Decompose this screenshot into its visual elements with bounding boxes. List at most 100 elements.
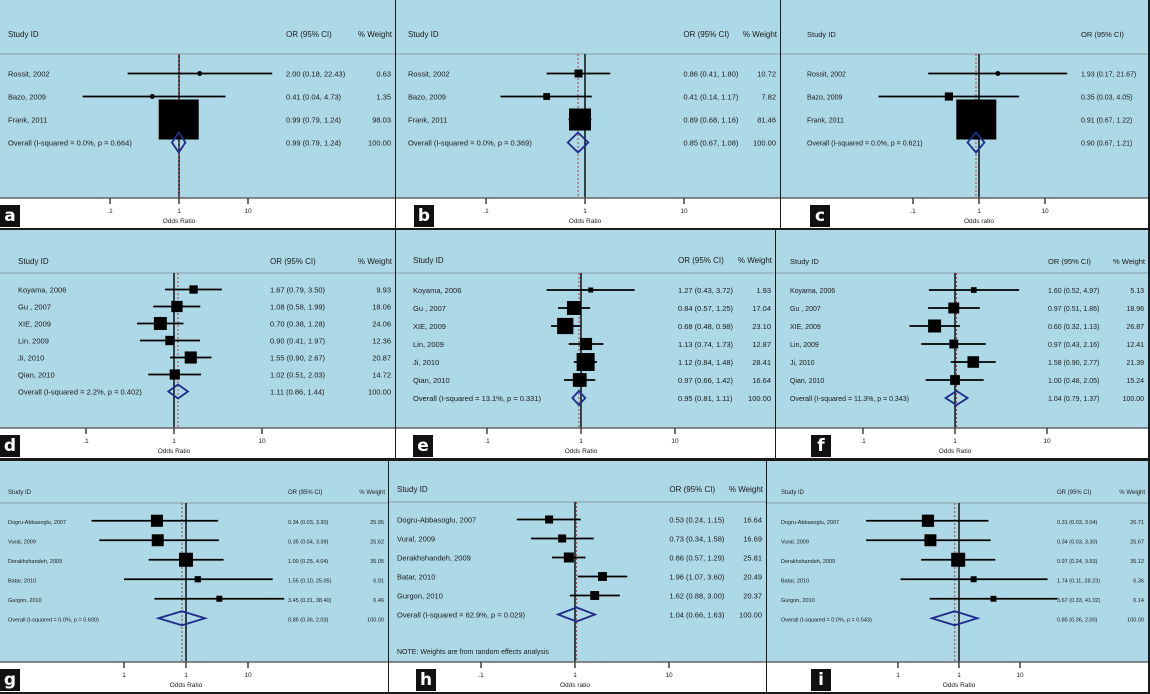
study-name: Bazo, 2009 [807, 95, 843, 102]
x-axis-label: Odds Ratio [163, 218, 196, 225]
x-tick-label: 10 [244, 672, 252, 679]
overall-row: Overall (I-squared = 2.2%, p = 0.402) 1.1… [18, 383, 391, 400]
column-header-study: Study ID [397, 485, 428, 494]
column-header-or: OR (95% CI) [288, 490, 322, 496]
study-row: Gu , 2007 1.08 (0.58, 1.99) 18.06 [18, 300, 391, 313]
x-tick-label: 10 [1041, 208, 1049, 215]
or-ci-value: 0.41 (0.04, 4.73) [286, 93, 342, 102]
column-header-study: Study ID [413, 256, 444, 265]
or-ci-value: 1.55 (0.10, 25.05) [288, 578, 332, 584]
x-tick-label: 1 [122, 672, 126, 679]
overall-or-ci: 0.85 (0.67, 1.08) [683, 139, 739, 148]
overall-weight: 100.00 [1123, 396, 1145, 403]
column-header-study: Study ID [8, 30, 39, 39]
weight-value: 18.06 [372, 303, 391, 312]
or-ci-value: 1.00 (0.25, 4.04) [288, 559, 329, 565]
weight-square [970, 576, 977, 583]
study-row: Koyama, 2006 1.67 (0.79, 3.50) 9.93 [18, 285, 391, 295]
weight-value: 7.82 [761, 93, 776, 102]
overall-diamond [928, 610, 981, 627]
study-name: Dogru-Abbasoglu, 2007 [8, 520, 66, 526]
overall-or-ci: 0.90 (0.67, 1.21) [1081, 141, 1132, 148]
weight-value: 25.81 [743, 554, 762, 563]
or-ci-value: 0.41 (0.14, 1.17) [683, 93, 739, 102]
study-row: Frank, 2011 0.89 (0.68, 1.16) 81.46 [408, 108, 776, 131]
or-ci-value: 0.73 (0.34, 1.58) [669, 535, 725, 544]
column-header-study: Study ID [18, 257, 49, 266]
panel-label: h [416, 669, 436, 691]
weight-value: 20.87 [372, 354, 391, 363]
or-ci-value: 0.97 (0.51, 1.86) [1048, 306, 1099, 313]
x-tick-label: .1 [107, 208, 113, 215]
overall-row: Overall (I-squared = 0.0%, p = 0.600) 0.8… [8, 610, 384, 627]
weight-value: 6.91 [373, 578, 384, 584]
overall-row: Overall (I-squared = 0.0%, p = 0.621) 0.9… [807, 131, 1132, 154]
weight-square [165, 335, 175, 346]
or-ci-value: 0.68 (0.48, 0.98) [678, 322, 734, 331]
weight-square [568, 108, 591, 131]
study-name: Rossit, 2002 [807, 72, 846, 79]
forest-plot-svg: Study ID OR (95% CI) % Weight Dogru-Abbasog… [0, 461, 388, 689]
or-ci-value: 0.35 (0.03, 4.05) [1081, 95, 1132, 102]
study-row: Ji, 2010 1.12 (0.84, 1.48) 28.41 [413, 353, 771, 371]
overall-diamond [966, 131, 986, 154]
weight-value: 24.06 [372, 320, 391, 329]
study-row: Lin, 2009 0.97 (0.43, 2.16) 12.41 [790, 339, 1144, 349]
column-header-weight: % Weight [359, 490, 385, 496]
x-tick-label: .1 [860, 438, 866, 445]
or-ci-value: 0.34 (0.03, 3.30) [288, 520, 329, 526]
study-row: Koyama, 2006 1.60 (0.52, 4.97) 5.13 [790, 287, 1144, 295]
column-header-weight: % Weight [738, 256, 773, 265]
weight-value: 6.14 [1133, 598, 1144, 604]
study-name: Gurgon, 2010 [8, 598, 42, 604]
forest-plot-svg: Study ID OR (95% CI) % Weight Koyama, 2006 1… [0, 230, 395, 455]
or-ci-value: 1.62 (0.88, 3.00) [669, 592, 725, 601]
study-name: Qian, 2010 [790, 378, 824, 385]
overall-diamond [170, 130, 187, 155]
column-header-weight: % Weight [729, 485, 764, 494]
or-ci-value: 0.70 (0.38, 1.28) [270, 320, 326, 329]
study-row: Dogru-Abbasoglu, 2007 0.53 (0.24, 1.15) 16… [397, 515, 762, 525]
overall-or-ci: 0.86 (0.36, 2.03) [288, 617, 329, 623]
weight-value: 81.46 [757, 116, 776, 125]
column-header-weight: % Weight [1113, 257, 1146, 266]
weight-square [566, 301, 581, 315]
overall-weight: 100.00 [368, 139, 391, 148]
x-axis-label: Odds Ratio [158, 448, 191, 455]
or-ci-value: 0.84 (0.57, 1.25) [678, 304, 734, 313]
study-row: Batar, 2010 1.55 (0.10, 25.05) 6.91 [8, 576, 384, 584]
column-header-or: OR (95% CI) [1057, 490, 1091, 496]
or-ci-value: 0.86 (0.41, 1.80) [683, 70, 739, 79]
study-row: Qian, 2010 1.00 (0.48, 2.05) 15.24 [790, 375, 1144, 385]
study-name: Qian, 2010 [413, 376, 450, 385]
weight-value: 15.24 [1126, 378, 1144, 385]
column-header-or: OR (95% CI) [669, 485, 715, 494]
overall-weight: 100.00 [753, 139, 776, 148]
study-row: Gurgon, 2010 3.45 (0.31, 38.40) 6.46 [8, 595, 384, 604]
weight-square [558, 534, 567, 543]
study-name: Gu , 2007 [413, 304, 446, 313]
study-row: Qian, 2010 1.02 (0.51, 2.03) 14.72 [18, 369, 391, 380]
weight-square [948, 302, 960, 314]
weight-value: 25.95 [370, 520, 384, 526]
weight-square [557, 317, 574, 335]
weight-square [990, 595, 997, 602]
weight-square [184, 351, 197, 364]
weight-value: 6.36 [1133, 578, 1144, 584]
column-header-or: OR (95% CI) [1081, 30, 1124, 39]
study-name: Vural, 2009 [8, 539, 36, 545]
overall-row: Overall (I-squared = 0.0%, p = 0.369) 0.8… [408, 131, 776, 154]
weight-value: 20.49 [743, 573, 762, 582]
study-row: Vural, 2009 0.35 (0.04, 3.39) 25.62 [8, 534, 384, 547]
panel-label: g [0, 669, 20, 691]
plot-background [0, 230, 395, 428]
overall-label: Overall (I-squared = 0.0%, p = 0.369) [408, 139, 532, 148]
study-row: Rossit, 2002 0.86 (0.41, 1.80) 10.72 [408, 70, 776, 79]
x-tick-label: 10 [1043, 438, 1051, 445]
weight-value: 12.87 [752, 340, 771, 349]
column-header-weight: % Weight [358, 30, 393, 39]
panel-label: b [414, 205, 434, 227]
panel-label: i [811, 669, 831, 691]
random-effects-note: NOTE: Weights are from random effects an… [397, 649, 549, 656]
x-tick-label: .1 [910, 208, 916, 215]
